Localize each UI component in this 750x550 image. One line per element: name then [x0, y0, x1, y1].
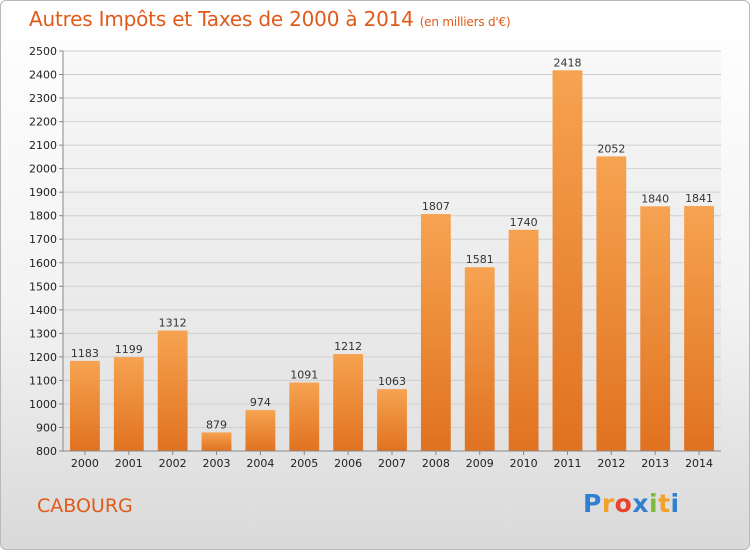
x-tick-label-2012: 2012	[597, 457, 625, 470]
value-label-2003: 879	[206, 418, 227, 431]
y-tick-label: 1300	[29, 327, 57, 340]
x-tick-label-2014: 2014	[685, 457, 713, 470]
bar-2004	[245, 410, 276, 451]
value-label-2000: 1183	[71, 347, 99, 360]
y-tick-label: 1100	[29, 374, 57, 387]
x-tick-label-2010: 2010	[510, 457, 538, 470]
y-tick-label: 2100	[29, 139, 57, 152]
bars: 1183 1199 1312 879 974 1091 1212 1063 1807 1581 17…	[70, 56, 714, 452]
y-tick-label: 1600	[29, 257, 57, 270]
y-tick-label: 1200	[29, 351, 57, 364]
city-name: CABOURG	[37, 495, 133, 517]
y-tick-label: 1500	[29, 280, 57, 293]
value-label-2012: 2052	[597, 142, 625, 155]
value-label-2014: 1841	[685, 192, 713, 205]
value-label-2008: 1807	[422, 200, 450, 213]
y-tick-label: 1700	[29, 233, 57, 246]
value-label-2001: 1199	[115, 343, 143, 356]
bar-2000	[70, 360, 100, 451]
bar-2010	[508, 229, 539, 451]
bar-2013	[640, 206, 671, 451]
x-tick-label-2000: 2000	[71, 457, 99, 470]
bar-2011	[552, 70, 583, 451]
y-tick-label: 2000	[29, 163, 57, 176]
x-tick-label-2006: 2006	[334, 457, 362, 470]
x-tick-label-2004: 2004	[246, 457, 274, 470]
value-label-2002: 1312	[159, 317, 187, 330]
y-tick-label: 1000	[29, 398, 57, 411]
bar-2003	[201, 432, 232, 451]
y-tick-label: 1900	[29, 186, 57, 199]
y-tick-label: 2300	[29, 92, 57, 105]
proxiti-logo: Proxiti	[583, 489, 680, 518]
value-label-2013: 1840	[641, 192, 669, 205]
x-tick-label-2011: 2011	[553, 457, 581, 470]
x-tick-label-2003: 2003	[203, 457, 231, 470]
x-tick-label-2002: 2002	[159, 457, 187, 470]
x-tick-label-2005: 2005	[290, 457, 318, 470]
y-axis: 800 900 1000 1100 1200 1300 1400 1500 1600 1700 18…	[29, 45, 63, 458]
bar-2005	[289, 382, 320, 451]
y-tick-label: 2400	[29, 69, 57, 82]
value-label-2009: 1581	[466, 253, 494, 266]
bar-2001	[113, 357, 144, 451]
value-label-2007: 1063	[378, 375, 406, 388]
x-tick-label-2008: 2008	[422, 457, 450, 470]
x-tick-label-2001: 2001	[115, 457, 143, 470]
x-tick-label-2009: 2009	[466, 457, 494, 470]
y-tick-label: 1400	[29, 304, 57, 317]
value-label-2010: 1740	[510, 216, 538, 229]
y-tick-label: 800	[36, 445, 57, 458]
bar-2014	[684, 206, 714, 451]
chart-title: Autres Impôts et Taxes de 2000 à 2014 (en…	[29, 7, 511, 31]
x-tick-label-2007: 2007	[378, 457, 406, 470]
x-axis: 2000 2001 2002 2003 2004 2005 2006 2007 2008 2009…	[71, 451, 713, 470]
chart-subtitle: (en milliers d'€)	[419, 15, 511, 29]
value-label-2006: 1212	[334, 340, 362, 353]
y-tick-label: 1800	[29, 210, 57, 223]
bar-2012	[596, 156, 627, 452]
y-tick-label: 900	[36, 421, 57, 434]
bar-2006	[333, 354, 364, 451]
value-label-2004: 974	[250, 396, 271, 409]
bar-2009	[464, 267, 495, 451]
x-tick-label-2013: 2013	[641, 457, 669, 470]
bar-2007	[377, 389, 407, 451]
bar-2002	[157, 330, 188, 451]
value-label-2005: 1091	[290, 369, 318, 382]
y-tick-label: 2200	[29, 116, 57, 129]
bar-2008	[420, 214, 451, 451]
y-tick-label: 2500	[29, 45, 57, 58]
value-label-2011: 2418	[553, 56, 581, 69]
